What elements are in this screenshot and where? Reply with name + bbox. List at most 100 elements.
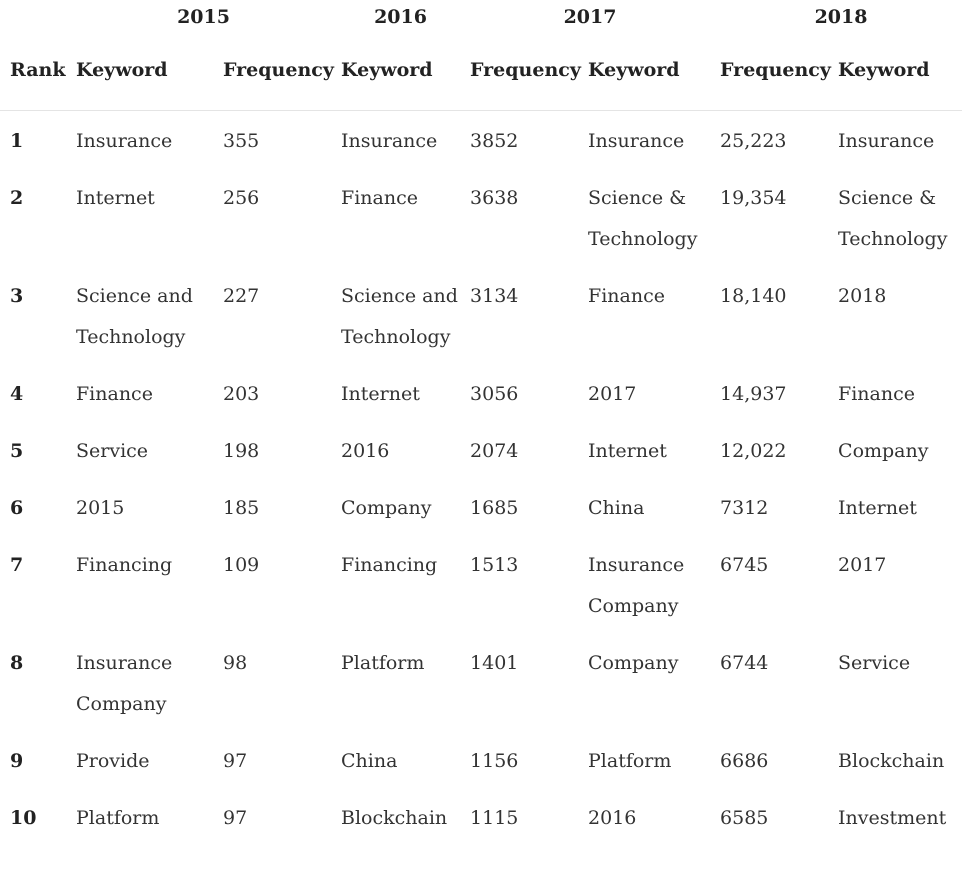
frequency-2017-cell: 19,354: [720, 187, 787, 209]
frequency-2017-cell: 6686: [720, 750, 769, 772]
keyword-2017-cell: Internet: [588, 440, 667, 462]
frequency-2015-cell: 98: [223, 652, 248, 674]
frequency-2017-cell: 6745: [720, 554, 769, 576]
table-row: 2 Internet 256 Finance 3638 Science & Technol…: [0, 170, 962, 268]
rank-cell: 6: [10, 497, 24, 519]
keyword-2017-cell: Insurance: [588, 130, 685, 152]
frequency-2016-cell: 1156: [470, 750, 519, 772]
keyword-frequency-table: 2015 2016 2017 2018 Rank Keyword Frequen…: [0, 0, 962, 848]
frequency-2017-cell: 14,937: [720, 383, 787, 405]
frequency-2017-column-header: Frequency: [710, 34, 831, 111]
frequency-2015-cell: 97: [223, 807, 248, 829]
keyword-2017-cell: Platform: [588, 750, 672, 772]
keyword-2015-cell: Science and Technology: [76, 285, 193, 348]
table-body: 1 Insurance 355 Insurance 3852 Insurance 25,22…: [0, 111, 962, 848]
keyword-2016-column-header: Keyword: [331, 34, 461, 111]
keyword-2018-cell: Company: [838, 440, 929, 462]
keyword-2016-cell: Company: [341, 497, 432, 519]
keyword-2015-cell: Service: [76, 440, 149, 462]
year-header-row: 2015 2016 2017 2018: [0, 0, 962, 34]
frequency-2015-cell: 256: [223, 187, 260, 209]
keyword-2017-cell: China: [588, 497, 645, 519]
keyword-2018-cell: 2017: [838, 554, 887, 576]
frequency-2017-cell: 6744: [720, 652, 769, 674]
frequency-2016-cell: 1513: [470, 554, 519, 576]
keyword-2017-cell: 2016: [588, 807, 637, 829]
frequency-2016-cell: 3852: [470, 130, 519, 152]
keyword-2015-column-header: Keyword: [66, 34, 213, 111]
keyword-2016-cell: 2016: [341, 440, 390, 462]
year-spacer: [0, 0, 66, 34]
keyword-2015-cell: 2015: [76, 497, 125, 519]
frequency-2016-cell: 3638: [470, 187, 519, 209]
keyword-2018-cell: Internet: [838, 497, 917, 519]
frequency-2015-cell: 185: [223, 497, 260, 519]
rank-cell: 2: [10, 187, 24, 209]
keyword-2015-cell: Platform: [76, 807, 160, 829]
frequency-2016-cell: 3056: [470, 383, 519, 405]
table-row: 6 2015 185 Company 1685 China 7312 Internet: [0, 480, 962, 537]
keyword-2015-cell: Insurance Company: [76, 652, 173, 715]
keyword-2018-cell: 2018: [838, 285, 887, 307]
frequency-2015-cell: 97: [223, 750, 248, 772]
frequency-2015-cell: 109: [223, 554, 260, 576]
frequency-2015-cell: 198: [223, 440, 260, 462]
rank-cell: 3: [10, 285, 24, 307]
keyword-2018-column-header: Keyword: [828, 34, 962, 111]
frequency-2017-cell: 18,140: [720, 285, 787, 307]
year-2015-header: 2015: [177, 6, 230, 28]
keyword-2018-cell: Science & Technology: [838, 187, 948, 250]
frequency-2017-cell: 12,022: [720, 440, 787, 462]
rank-cell: 7: [10, 554, 24, 576]
keyword-2016-cell: Financing: [341, 554, 438, 576]
keyword-2016-cell: China: [341, 750, 398, 772]
rank-cell: 1: [10, 130, 24, 152]
frequency-2015-column-header: Frequency: [213, 34, 334, 111]
keyword-2015-cell: Insurance: [76, 130, 173, 152]
keyword-2016-cell: Finance: [341, 187, 418, 209]
frequency-2017-cell: 25,223: [720, 130, 787, 152]
frequency-2016-cell: 3134: [470, 285, 519, 307]
table-row: 5 Service 198 2016 2074 Internet 12,022 Company: [0, 423, 962, 480]
rank-cell: 9: [10, 750, 24, 772]
frequency-2017-cell: 6585: [720, 807, 769, 829]
keyword-2017-cell: 2017: [588, 383, 637, 405]
keyword-2016-cell: Internet: [341, 383, 420, 405]
frequency-2016-cell: 1115: [470, 807, 519, 829]
table-row: 7 Financing 109 Financing 1513 Insurance Comp…: [0, 537, 962, 635]
year-2016-header: 2016: [374, 6, 427, 28]
keyword-2015-cell: Financing: [76, 554, 173, 576]
keyword-2017-cell: Insurance Company: [588, 554, 685, 617]
keyword-2018-cell: Service: [838, 652, 911, 674]
keyword-2016-cell: Blockchain: [341, 807, 448, 829]
frequency-2015-cell: 355: [223, 130, 260, 152]
rank-cell: 5: [10, 440, 24, 462]
frequency-2016-cell: 1685: [470, 497, 519, 519]
keyword-2018-cell: Blockchain: [838, 750, 945, 772]
frequency-2016-cell: 2074: [470, 440, 519, 462]
keyword-2017-cell: Science & Technology: [588, 187, 698, 250]
rank-cell: 10: [10, 807, 37, 829]
frequency-2016-column-header: Frequency: [460, 34, 581, 111]
keyword-2018-cell: Finance: [838, 383, 915, 405]
table-row: 9 Provide 97 China 1156 Platform 6686 Blockchai…: [0, 733, 962, 790]
keyword-2016-cell: Insurance: [341, 130, 438, 152]
rank-cell: 8: [10, 652, 24, 674]
keyword-2017-cell: Finance: [588, 285, 665, 307]
frequency-2015-cell: 227: [223, 285, 260, 307]
rank-column-header: Rank: [0, 34, 66, 111]
table-row: 8 Insurance Company 98 Platform 1401 Company 6…: [0, 635, 962, 733]
keyword-2016-cell: Platform: [341, 652, 425, 674]
frequency-2016-cell: 1401: [470, 652, 519, 674]
frequency-2017-cell: 7312: [720, 497, 769, 519]
keyword-2015-cell: Finance: [76, 383, 153, 405]
rank-cell: 4: [10, 383, 24, 405]
table-row: 3 Science and Technology 227 Science and Te…: [0, 268, 962, 366]
year-2018-header: 2018: [814, 6, 868, 28]
table-row: 4 Finance 203 Internet 3056 2017 14,937 Finance: [0, 366, 962, 423]
column-header-row: Rank Keyword Frequency Keyword Frequency…: [0, 34, 962, 111]
keyword-2018-cell: Investment: [838, 807, 947, 829]
keyword-2016-cell: Science and Technology: [341, 285, 458, 348]
keyword-2017-column-header: Keyword: [578, 34, 711, 111]
keyword-2015-cell: Provide: [76, 750, 150, 772]
